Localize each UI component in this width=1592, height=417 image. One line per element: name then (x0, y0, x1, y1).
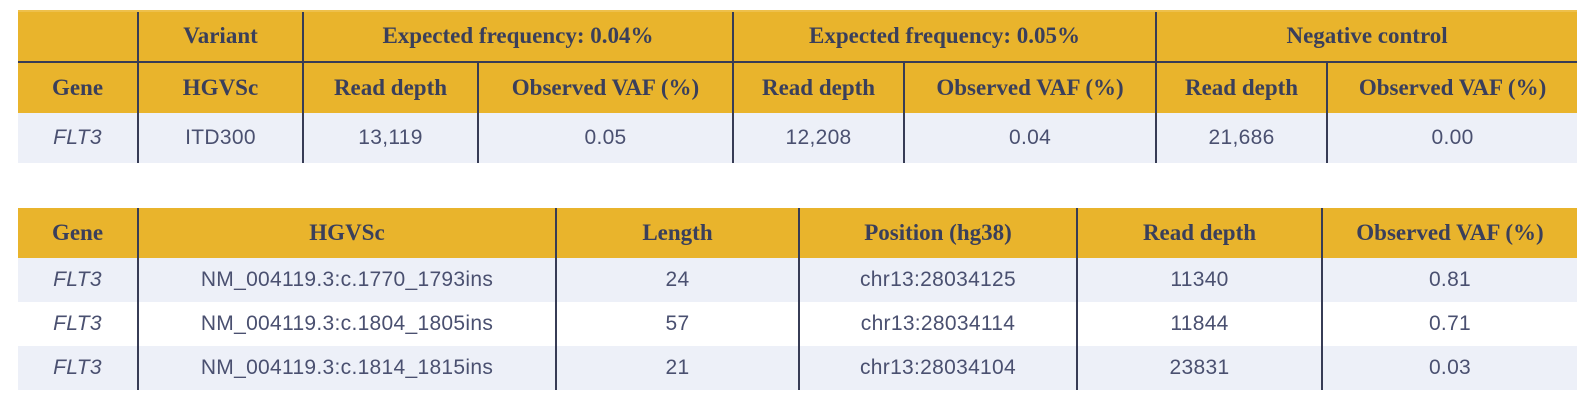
observed-vaf-cell: 0.03 (1321, 346, 1577, 390)
column-header-observed-vaf: Observed VAF (%) (1321, 208, 1577, 258)
read-depth-cell: 13,119 (302, 113, 478, 163)
column-header-read-depth: Read depth (1076, 208, 1322, 258)
gene-cell: FLT3 (18, 302, 138, 346)
column-header-hgvsc: HGVSc (137, 208, 556, 258)
read-depth-cell: 21,686 (1155, 113, 1328, 163)
observed-vaf-cell: 0.71 (1321, 302, 1577, 346)
length-cell: 21 (555, 346, 799, 390)
column-header-read-depth-1: Read depth (302, 62, 478, 113)
table-row: FLT3 ITD300 13,119 0.05 12,208 0.04 21,6… (18, 113, 1578, 163)
observed-vaf-cell: 0.00 (1326, 113, 1578, 163)
group-header-expected-frequency-004: Expected frequency: 0.04% (301, 10, 734, 63)
gene-cell: FLT3 (18, 346, 138, 390)
read-depth-cell: 11844 (1076, 302, 1322, 346)
group-header-expected-frequency-005: Expected frequency: 0.05% (732, 10, 1157, 63)
read-depth-cell: 12,208 (732, 113, 905, 163)
table-row: FLT3 NM_004119.3:c.1804_1805ins 57 chr13… (18, 302, 1577, 346)
column-header-row: Gene HGVSc Read depth Observed VAF (%) R… (18, 62, 1578, 113)
column-header-read-depth-2: Read depth (732, 62, 905, 113)
position-cell: chr13:28034104 (798, 346, 1077, 390)
group-header-variant: Variant (137, 10, 303, 63)
read-depth-cell: 23831 (1076, 346, 1322, 390)
group-header-negative-control: Negative control (1155, 10, 1578, 63)
length-cell: 24 (555, 258, 799, 302)
gene-cell: FLT3 (18, 113, 138, 163)
column-header-observed-vaf-2: Observed VAF (%) (903, 62, 1157, 113)
column-header-observed-vaf-3: Observed VAF (%) (1326, 62, 1578, 113)
table-row: FLT3 NM_004119.3:c.1814_1815ins 21 chr13… (18, 346, 1577, 390)
hgvsc-cell: NM_004119.3:c.1804_1805ins (137, 302, 556, 346)
observed-vaf-cell: 0.81 (1321, 258, 1577, 302)
hgvsc-cell: ITD300 (137, 113, 303, 163)
column-header-position: Position (hg38) (798, 208, 1077, 258)
column-header-length: Length (555, 208, 799, 258)
position-cell: chr13:28034114 (798, 302, 1077, 346)
dilution-series-table: Variant Expected frequency: 0.04% Expect… (18, 10, 1578, 163)
group-header-row: Variant Expected frequency: 0.04% Expect… (18, 10, 1578, 63)
corner-cell (18, 10, 138, 63)
observed-vaf-cell: 0.05 (476, 113, 734, 163)
column-header-row: Gene HGVSc Length Position (hg38) Read d… (18, 208, 1577, 258)
observed-vaf-cell: 0.04 (903, 113, 1157, 163)
read-depth-cell: 11340 (1076, 258, 1322, 302)
column-header-gene: Gene (18, 62, 138, 113)
table-row: FLT3 NM_004119.3:c.1770_1793ins 24 chr13… (18, 258, 1577, 302)
column-header-read-depth-3: Read depth (1155, 62, 1328, 113)
length-cell: 57 (555, 302, 799, 346)
detected-variants-table: Gene HGVSc Length Position (hg38) Read d… (18, 208, 1577, 390)
hgvsc-cell: NM_004119.3:c.1770_1793ins (137, 258, 556, 302)
column-header-hgvsc: HGVSc (137, 62, 303, 113)
cropped-row-edge (18, 10, 1577, 12)
column-header-observed-vaf-1: Observed VAF (%) (476, 62, 734, 113)
position-cell: chr13:28034125 (798, 258, 1077, 302)
column-header-gene: Gene (18, 208, 138, 258)
hgvsc-cell: NM_004119.3:c.1814_1815ins (137, 346, 556, 390)
gene-cell: FLT3 (18, 258, 138, 302)
